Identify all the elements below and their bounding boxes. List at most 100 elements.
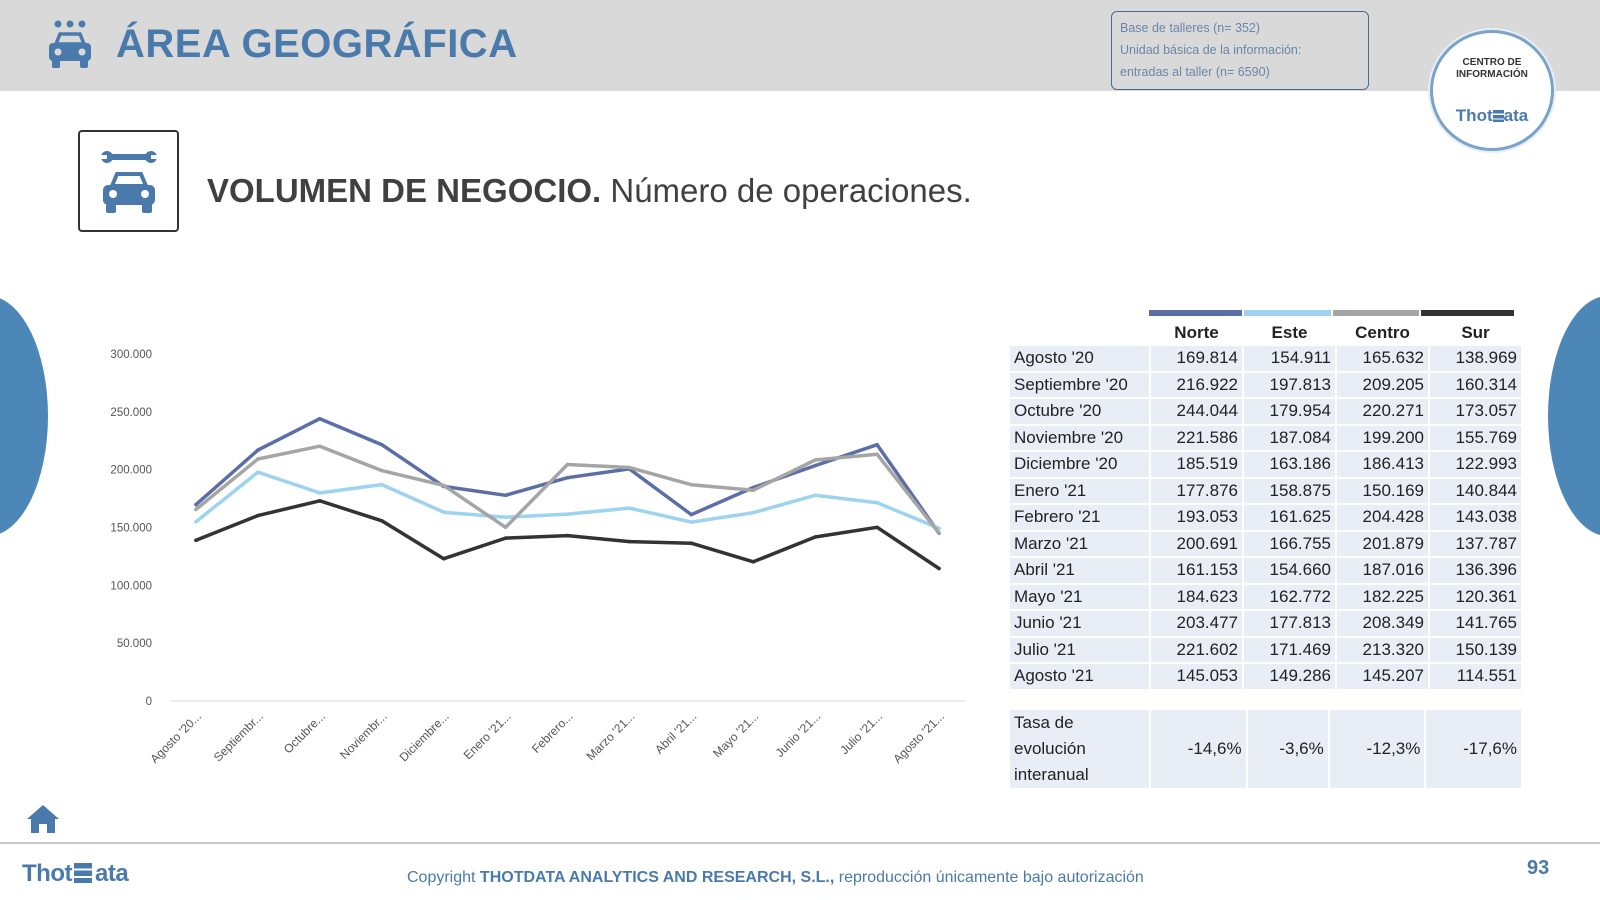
- info-center-badge[interactable]: CENTRO DE INFORMACIÓN Thot ata: [1430, 30, 1554, 151]
- table-row: Diciembre '20 185.519 163.186 186.413 122.99…: [1010, 452, 1521, 477]
- table-row: Noviembre '20 221.586 187.084 199.200 155.76…: [1010, 425, 1521, 450]
- table-cell: 208.349: [1337, 611, 1428, 636]
- table-row: Septiembre '20 216.922 197.813 209.205 160.3…: [1010, 372, 1521, 397]
- table-row: Junio '21 203.477 177.813 208.349 141.765: [1010, 611, 1521, 636]
- row-label: Octubre '20: [1010, 399, 1149, 424]
- column-header: Este: [1244, 322, 1335, 344]
- table-cell: 209.205: [1337, 372, 1428, 397]
- column-header: Centro: [1337, 322, 1428, 344]
- table-row: Febrero '21 193.053 161.625 204.428 143.038: [1010, 505, 1521, 530]
- brand-part: ata: [1503, 106, 1529, 125]
- x-tick-label: Octubre...: [281, 709, 328, 756]
- y-tick-label: 100.000: [110, 580, 152, 592]
- table-cell: 140.844: [1430, 478, 1521, 503]
- footer-logo: Thot ata: [22, 860, 129, 888]
- series-bar-centro: [1333, 310, 1419, 316]
- table-cell: 171.469: [1244, 637, 1335, 662]
- y-tick-label: 250.000: [110, 407, 152, 419]
- row-label: Agosto '20: [1010, 346, 1149, 371]
- y-tick-label: 0: [146, 696, 152, 708]
- table-cell: 184.623: [1151, 584, 1242, 609]
- values-table: Norte Este Centro Sur Agosto '20 169.814 1…: [1008, 320, 1523, 691]
- table-cell: 155.769: [1430, 425, 1521, 450]
- row-label: Agosto '21: [1010, 664, 1149, 689]
- badge-line: INFORMACIÓN: [1456, 69, 1528, 80]
- row-label: Mayo '21: [1010, 584, 1149, 609]
- copyright-prefix: Copyright: [407, 869, 480, 886]
- table-header-row: Norte Este Centro Sur: [1010, 322, 1521, 344]
- data-point-norte: [318, 416, 322, 421]
- data-point-centro: [441, 483, 446, 488]
- data-point-este: [689, 520, 694, 524]
- decorative-circle-left: [0, 296, 48, 536]
- x-tick-label: Febrero...: [529, 709, 576, 756]
- page-number: 93: [1527, 857, 1550, 879]
- data-point-este: [441, 510, 446, 514]
- data-point-centro: [875, 452, 879, 457]
- table-cell: 177.813: [1244, 611, 1335, 636]
- table-row: Mayo '21 184.623 162.772 182.225 120.361: [1010, 584, 1521, 609]
- growth-rate-label: Tasa de evolución interanual: [1010, 710, 1149, 788]
- y-tick-label: 50.000: [117, 638, 152, 650]
- table-cell: 213.320: [1337, 637, 1428, 662]
- data-point-sur: [318, 499, 322, 503]
- table-cell: 173.057: [1430, 399, 1521, 424]
- copyright-suffix: reproducción únicamente bajo autorizació…: [834, 869, 1144, 886]
- info-line: Unidad básica de la información:: [1120, 43, 1302, 57]
- table-cell: 169.814: [1151, 346, 1242, 371]
- data-point-centro: [503, 525, 508, 530]
- table-cell: 204.428: [1337, 505, 1428, 530]
- series-bar-sur: [1421, 310, 1514, 316]
- data-point-sur: [875, 525, 879, 530]
- growth-rate-value: -3,6%: [1247, 710, 1328, 788]
- table-cell: 161.153: [1151, 558, 1242, 583]
- data-point-sur: [441, 556, 446, 561]
- data-point-este: [875, 500, 879, 505]
- data-point-este: [813, 493, 817, 498]
- y-tick-label: 150.000: [110, 523, 152, 535]
- table-cell: 149.286: [1244, 664, 1335, 689]
- data-point-este: [565, 512, 570, 516]
- series-bar-norte: [1149, 310, 1242, 316]
- column-header: Norte: [1151, 322, 1242, 344]
- data-point-norte: [380, 442, 384, 447]
- growth-rate-value: -17,6%: [1426, 710, 1521, 788]
- logo-mark-icon: [73, 863, 92, 883]
- table-cell: 220.271: [1337, 399, 1428, 424]
- table-cell: 154.660: [1244, 558, 1335, 583]
- data-point-sur: [937, 566, 941, 571]
- header-bar: ÁREA GEOGRÁFICA Base de talleres (n= 352…: [0, 0, 1600, 91]
- column-header: Sur: [1430, 322, 1521, 344]
- data-point-este: [380, 482, 384, 487]
- table-cell: 186.413: [1337, 452, 1428, 477]
- table-cell: 197.813: [1244, 372, 1335, 397]
- x-tick-label: Marzo '21...: [584, 709, 638, 763]
- table-cell: 244.044: [1151, 399, 1242, 424]
- data-point-norte: [503, 493, 508, 498]
- home-icon[interactable]: [25, 803, 61, 835]
- data-point-sur: [751, 560, 756, 564]
- series-color-bars: [1149, 310, 1523, 316]
- footer-divider: [0, 842, 1600, 844]
- data-point-centro: [256, 457, 260, 461]
- x-tick-label: Julio '21...: [837, 709, 885, 757]
- row-label: Junio '21: [1010, 611, 1149, 636]
- row-label: Diciembre '20: [1010, 452, 1149, 477]
- copyright-notice: Copyright THOTDATA ANALYTICS AND RESEARC…: [407, 869, 1144, 887]
- table-cell: 179.954: [1244, 399, 1335, 424]
- table-cell: 163.186: [1244, 452, 1335, 477]
- data-point-centro: [380, 468, 384, 473]
- data-point-norte: [689, 512, 694, 517]
- table-cell: 120.361: [1430, 584, 1521, 609]
- table-cell: 165.632: [1337, 346, 1428, 371]
- x-tick-label: Agosto '21...: [890, 709, 947, 766]
- section-icon-box: [78, 130, 179, 232]
- x-tick-label: Mayo '21...: [710, 709, 761, 760]
- series-bar-este: [1244, 310, 1331, 316]
- table-cell: 150.169: [1337, 478, 1428, 503]
- table-cell: 203.477: [1151, 611, 1242, 636]
- table-cell: 122.993: [1430, 452, 1521, 477]
- table-row: Enero '21 177.876 158.875 150.169 140.844: [1010, 478, 1521, 503]
- heading-bold: VOLUMEN DE NEGOCIO.: [207, 172, 602, 209]
- row-label: Enero '21: [1010, 478, 1149, 503]
